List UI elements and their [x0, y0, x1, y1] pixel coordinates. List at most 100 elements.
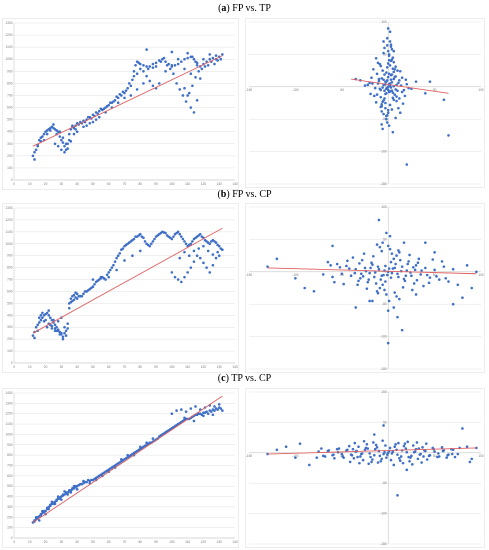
- y-tick-label: 400: [7, 495, 13, 499]
- data-point: [187, 243, 191, 247]
- x-tick-label: 70: [123, 182, 127, 186]
- data-point: [82, 292, 85, 296]
- data-point: [162, 56, 166, 60]
- data-point: [216, 408, 219, 411]
- data-point: [396, 494, 399, 497]
- trend-line: [351, 78, 449, 94]
- data-point: [371, 458, 374, 461]
- data-point: [50, 327, 54, 330]
- data-point: [135, 72, 139, 76]
- data-point: [200, 67, 204, 71]
- y-tick-label: 700: [7, 278, 13, 282]
- y-tick-label: 500: [7, 301, 13, 305]
- data-point: [400, 76, 404, 80]
- data-point: [396, 69, 399, 72]
- data-point: [96, 112, 99, 115]
- y-tick-label: 800: [7, 453, 13, 457]
- data-point: [183, 86, 186, 90]
- data-point: [386, 341, 390, 345]
- data-point: [393, 266, 396, 270]
- y-tick-label: 600: [7, 106, 13, 110]
- data-point: [381, 127, 384, 131]
- data-point: [88, 121, 92, 125]
- data-point: [112, 263, 115, 267]
- data-point: [329, 264, 332, 267]
- data-point: [213, 62, 216, 66]
- y-tick-label: 700: [7, 464, 13, 468]
- data-point: [298, 442, 302, 445]
- data-point: [468, 460, 472, 464]
- data-point: [37, 519, 41, 522]
- data-point: [184, 410, 188, 413]
- data-point: [102, 277, 106, 280]
- data-point: [379, 105, 383, 109]
- data-point: [333, 456, 336, 460]
- data-point: [371, 82, 374, 85]
- data-point: [165, 234, 169, 237]
- y-tick-label: 1300: [5, 401, 12, 405]
- data-point: [66, 327, 69, 330]
- data-point: [124, 243, 128, 247]
- data-point: [427, 281, 431, 285]
- data-point: [356, 283, 359, 287]
- data-point: [202, 261, 205, 265]
- data-point: [402, 277, 406, 281]
- data-point: [386, 309, 390, 312]
- data-point: [145, 48, 148, 51]
- data-point: [56, 495, 60, 498]
- panel-caption-a: FP vs. TP: [229, 3, 271, 14]
- data-point: [398, 251, 401, 254]
- data-point: [195, 254, 199, 257]
- data-point: [414, 264, 418, 267]
- data-point: [124, 456, 128, 460]
- data-point: [63, 150, 66, 154]
- x-tick-label: 60: [107, 540, 111, 544]
- data-point: [379, 64, 383, 68]
- data-point: [202, 414, 205, 418]
- data-point: [173, 275, 177, 279]
- data-point: [96, 475, 99, 479]
- data-point: [331, 275, 334, 279]
- x-tick-label: 40: [75, 540, 79, 544]
- data-point: [374, 56, 378, 60]
- data-point: [47, 309, 51, 312]
- y-tick-label: 0: [11, 361, 13, 365]
- data-point: [394, 65, 397, 69]
- y-tick-label: 0: [11, 178, 13, 182]
- data-point: [112, 100, 115, 103]
- data-point: [354, 267, 358, 271]
- data-point: [422, 284, 425, 288]
- data-point: [77, 483, 81, 487]
- data-point: [39, 314, 43, 317]
- data-point: [392, 49, 396, 53]
- x-tick-label: -150: [246, 88, 253, 92]
- data-point: [72, 484, 76, 488]
- data-point: [413, 450, 417, 453]
- data-point: [176, 57, 180, 61]
- chart-a-right: -150-100-50050100-150-100-50050100: [245, 18, 485, 188]
- data-point: [362, 252, 366, 255]
- data-point: [211, 56, 215, 60]
- data-point: [191, 55, 194, 59]
- data-point: [326, 260, 330, 264]
- data-point: [69, 491, 73, 494]
- data-point: [206, 241, 210, 244]
- data-point: [378, 286, 382, 290]
- data-point: [465, 445, 469, 449]
- data-point: [146, 243, 150, 247]
- data-point: [52, 123, 55, 126]
- data-point: [72, 132, 76, 136]
- data-point: [386, 111, 390, 115]
- data-point: [381, 86, 384, 89]
- data-point: [371, 299, 374, 303]
- x-tick-label: 10: [28, 365, 32, 369]
- data-point: [446, 453, 449, 457]
- data-point: [275, 257, 279, 261]
- x-tick-label: -150: [246, 454, 253, 458]
- data-point: [45, 132, 49, 136]
- chart-frame: [2, 388, 239, 548]
- data-point: [312, 289, 316, 293]
- data-point: [409, 456, 412, 459]
- chart-frame: [245, 18, 485, 188]
- data-point: [53, 327, 57, 330]
